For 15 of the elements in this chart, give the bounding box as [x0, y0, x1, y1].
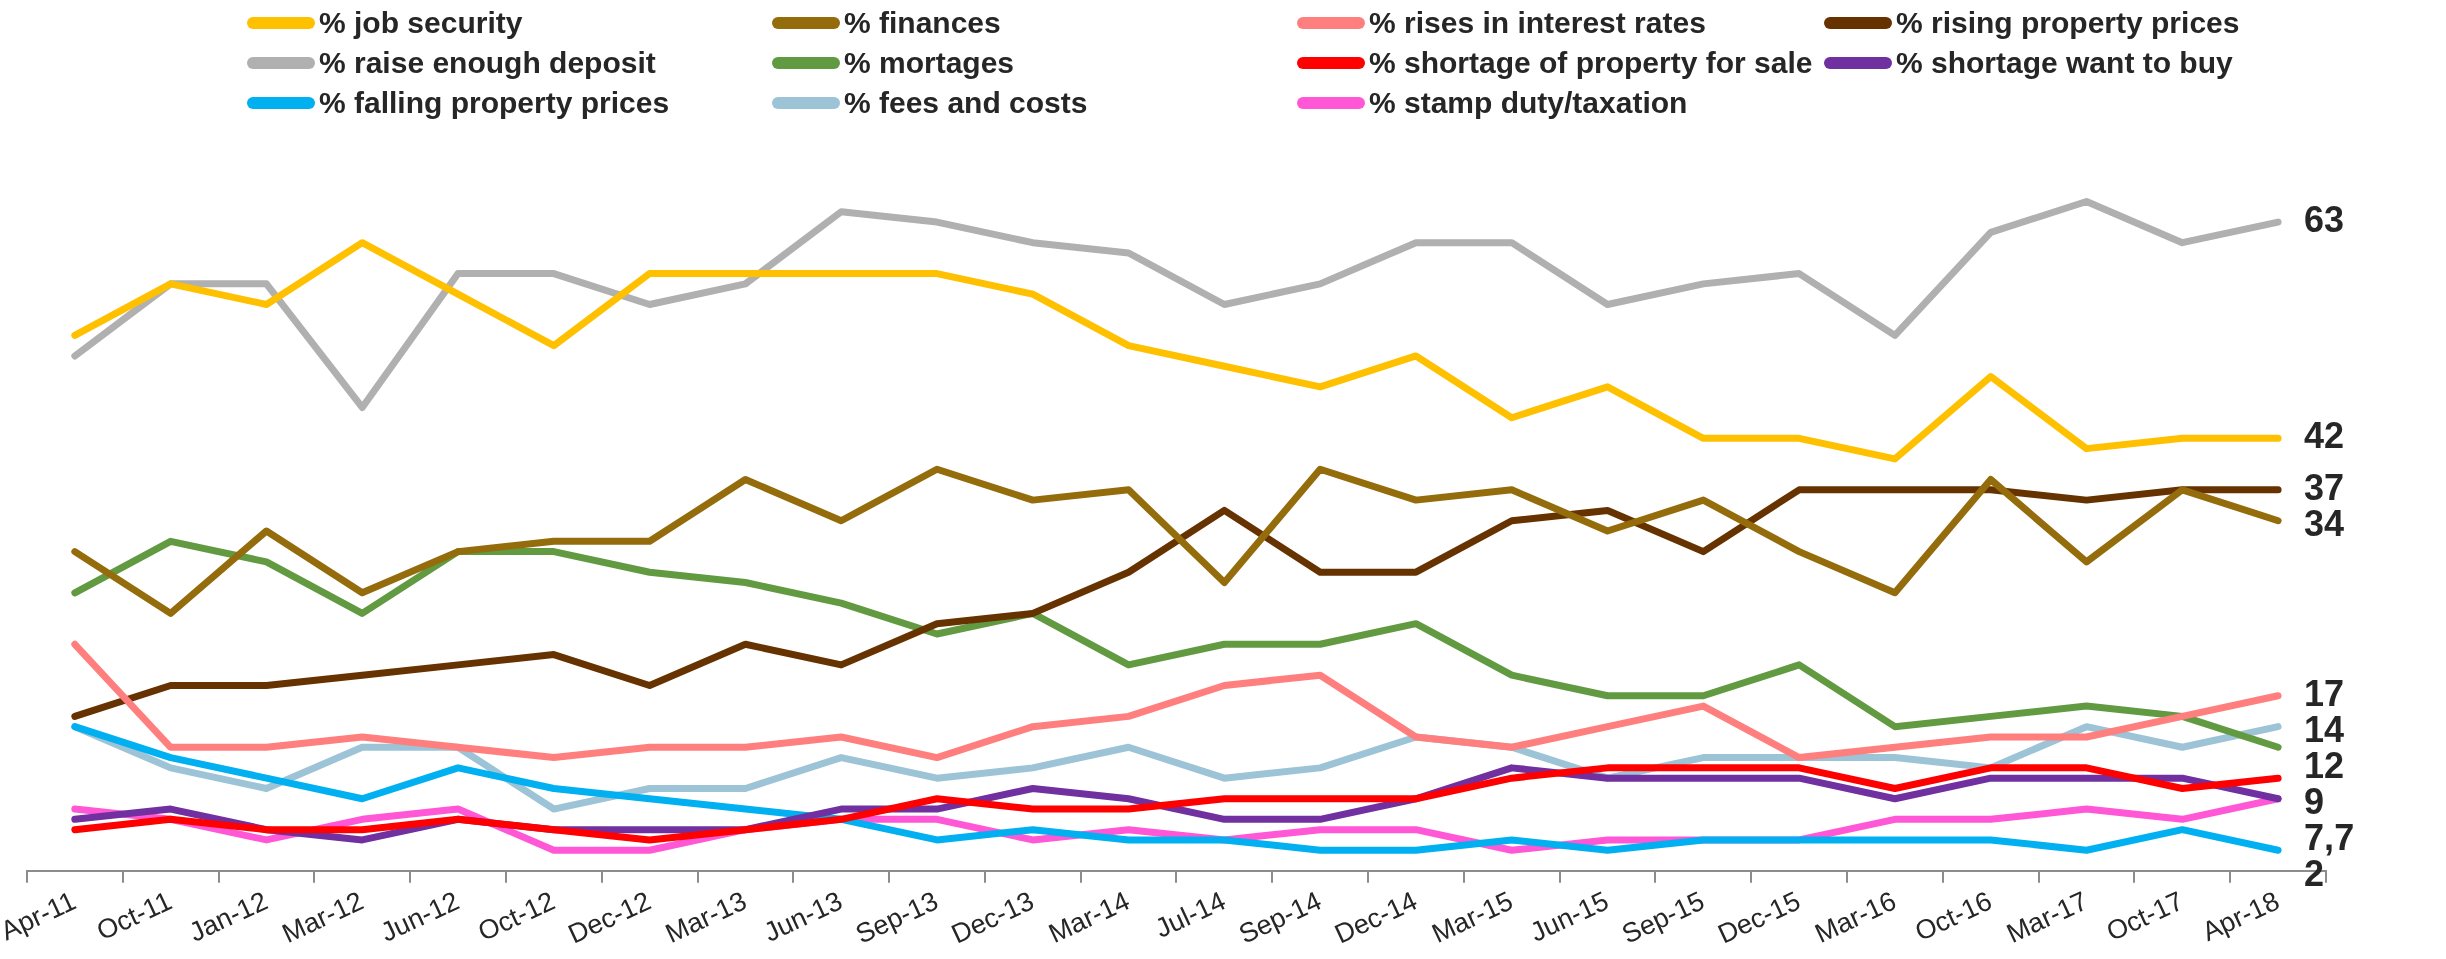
legend-label: % stamp duty/taxation — [1369, 86, 1688, 120]
legend-label: % raise enough deposit — [319, 46, 656, 80]
legend-label: % fees and costs — [844, 86, 1088, 120]
legend-label: % rises in interest rates — [1369, 6, 1706, 40]
legend-label: % falling property prices — [319, 86, 670, 120]
legend-label: % shortage of property for sale — [1369, 46, 1813, 80]
data-label: 63 — [2304, 199, 2345, 241]
x-tick-label: Jul-14 — [1150, 885, 1231, 944]
legend-label: % finances — [844, 6, 1001, 40]
x-tick-label: Oct-11 — [92, 885, 177, 947]
legend-label: % mortages — [844, 46, 1015, 80]
legend-label: % job security — [319, 6, 523, 40]
data-label: 42 — [2304, 415, 2345, 457]
legend-label: % shortage want to buy — [1896, 46, 2233, 80]
legend-label: % rising property prices — [1896, 6, 2240, 40]
